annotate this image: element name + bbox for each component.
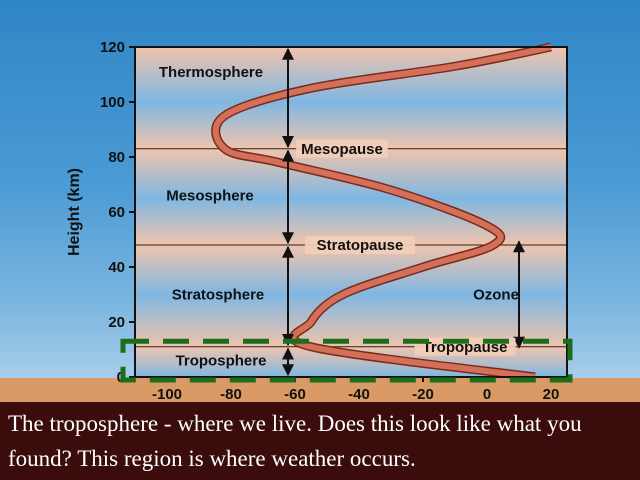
caption-text: The troposphere - where we live. Does th… — [8, 411, 582, 471]
x-tick-label: -60 — [284, 386, 306, 403]
x-tick-label: -80 — [220, 386, 242, 403]
boundary-label-bg — [304, 236, 416, 254]
temperature-curve — [212, 44, 552, 380]
y-tick-label: 20 — [108, 314, 125, 331]
y-tick-label: 80 — [108, 149, 125, 166]
boundary-label: Stratopause — [317, 237, 404, 254]
boundary-label-bg — [296, 139, 388, 158]
troposphere-highlight-box — [120, 338, 573, 383]
ozone-label: Ozone — [473, 287, 519, 304]
x-tick-label: 20 — [543, 386, 560, 403]
layer-label: Troposphere — [176, 353, 267, 370]
layer-label: Thermosphere — [159, 64, 263, 81]
x-tick-label: -100 — [152, 386, 182, 403]
x-tick-label: 0 — [483, 386, 491, 403]
temperature-curve-group — [211, 42, 552, 382]
y-tick-label: 60 — [108, 204, 125, 221]
y-axis-title: Height (km) — [66, 168, 83, 256]
altitude-bands — [135, 47, 567, 377]
layer-label: Mesosphere — [166, 188, 254, 205]
boundary-label: Mesopause — [301, 141, 383, 158]
y-tick-label: 40 — [108, 259, 125, 276]
y-tick-label: 100 — [100, 94, 125, 111]
layer-label: Stratosphere — [172, 287, 265, 304]
x-tick-label: -20 — [412, 386, 434, 403]
caption-box — [0, 402, 640, 480]
x-tick-label: -40 — [348, 386, 370, 403]
plot-frame — [134, 46, 568, 378]
layer-arrows — [282, 47, 525, 377]
y-tick-label: 120 — [100, 39, 125, 56]
